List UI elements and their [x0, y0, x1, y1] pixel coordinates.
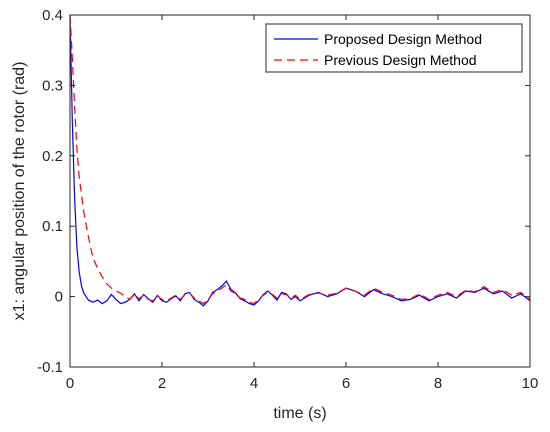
series-layer [69, 14, 531, 307]
series-line-1 [69, 14, 531, 307]
y-axis-label: x1: angular position of the rotor (rad) [11, 62, 28, 321]
x-tick-label: 4 [250, 375, 258, 392]
x-tick-label: 2 [158, 375, 166, 392]
y-tick-label: 0 [55, 289, 63, 306]
y-tick-label: 0.4 [42, 7, 63, 24]
x-tick-label: 0 [66, 375, 74, 392]
plot-area [70, 15, 530, 367]
y-tick-label: 0.2 [42, 148, 63, 165]
legend-label-2: Previous Design Method [324, 52, 477, 68]
legend-label-1: Proposed Design Method [324, 31, 482, 47]
axes-box [69, 14, 531, 368]
x-axis-label: time (s) [273, 405, 326, 422]
x-tick-label: 8 [434, 375, 442, 392]
x-tick-label: 10 [522, 375, 539, 392]
y-tick-label: -0.1 [37, 359, 63, 376]
legend-box [265, 23, 523, 73]
y-tick-label: 0.1 [42, 218, 63, 235]
y-tick-label: 0.3 [42, 77, 63, 94]
series-line-2 [69, 14, 531, 305]
legend: Proposed Design Method Previous Design Me… [265, 23, 523, 73]
ticks-layer: 0 2 4 6 8 10-0.100.10.20.30.4 [37, 7, 538, 392]
x-tick-label: 6 [342, 375, 350, 392]
